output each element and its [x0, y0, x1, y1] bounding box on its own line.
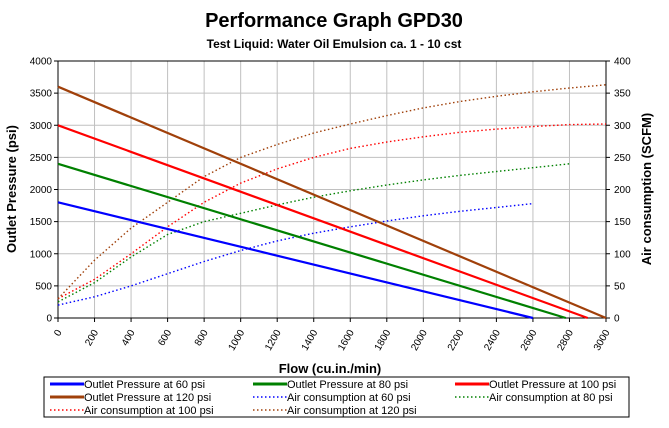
y2-tick-label: 50 — [614, 281, 626, 292]
chart-subtitle: Test Liquid: Water Oil Emulsion ca. 1 - … — [207, 37, 462, 51]
y2-tick-label: 150 — [614, 217, 631, 228]
legend-label-2: Outlet Pressure at 80 psi — [287, 379, 408, 391]
y2-tick-label: 0 — [614, 314, 620, 325]
x-axis-title: Flow (cu.in./min) — [279, 361, 382, 376]
chart-title: Performance Graph GPD30 — [205, 10, 463, 32]
x-tick-labels: 0 200 400 600 800 1000 1200 1400 1600 1800 2000 220… — [52, 318, 613, 353]
legend: Outlet Pressure at 60 psi Outlet Pressure… — [43, 376, 630, 418]
series-line-6 — [57, 163, 570, 303]
x-tick-label: 1800 — [373, 328, 394, 353]
x-tick-label: 0 — [52, 328, 65, 339]
x-tick-label: 1200 — [263, 328, 284, 353]
y2-tick-label: 200 — [614, 185, 631, 196]
legend-label-6: Air consumption at 80 psi — [489, 392, 613, 404]
x-tick-label: 1400 — [300, 328, 321, 353]
x-tick-label: 2000 — [409, 328, 430, 353]
legend-label-5: Air consumption at 60 psi — [287, 392, 411, 404]
series-line-3 — [57, 124, 589, 320]
y2-tick-label: 250 — [614, 153, 631, 164]
y-tick-label: 500 — [35, 281, 52, 292]
x-tick-label: 200 — [83, 328, 101, 348]
series-line-8 — [57, 84, 607, 300]
legend-label-4: Outlet Pressure at 120 psi — [84, 392, 211, 404]
series-line-7 — [57, 123, 607, 300]
series-line-1 — [57, 201, 534, 320]
y2-tick-label: 100 — [614, 249, 631, 260]
x-tick-label: 400 — [120, 328, 138, 348]
legend-label-3: Outlet Pressure at 100 psi — [489, 379, 616, 391]
x-tick-label: 2600 — [519, 328, 540, 353]
y-tick-label: 3500 — [30, 89, 53, 100]
x-tick-label: 1000 — [227, 328, 248, 353]
y-tick-label: 2000 — [30, 185, 53, 196]
y-tick-label: 0 — [46, 314, 52, 325]
y-tick-label: 3000 — [30, 121, 53, 132]
y2-axis-title: Air consumption (SCFM) — [639, 113, 654, 265]
y-tick-label: 1000 — [30, 249, 53, 260]
y-axis-title: Outlet Pressure (psi) — [4, 125, 19, 253]
x-tick-label: 2800 — [555, 328, 576, 353]
x-tick-label: 3000 — [592, 328, 613, 353]
y2-tick-label: 300 — [614, 121, 631, 132]
legend-box — [43, 376, 630, 418]
x-tick-label: 1600 — [336, 328, 357, 353]
y2-tick-labels: 0 50 100 150 200 250 300 350 400 — [606, 57, 631, 325]
legend-label-8: Air consumption at 120 psi — [287, 405, 417, 417]
legend-label-1: Outlet Pressure at 60 psi — [84, 379, 205, 391]
series-line-4 — [57, 85, 607, 320]
x-tick-label: 800 — [193, 328, 211, 348]
y2-tick-label: 400 — [614, 57, 631, 68]
x-tick-label: 2400 — [482, 328, 503, 353]
series-layer — [57, 84, 607, 320]
y-tick-label: 1500 — [30, 217, 53, 228]
x-tick-label: 600 — [156, 328, 174, 348]
y-tick-labels: 0 500 1000 1500 2000 2500 3000 3500 4000 — [30, 57, 58, 325]
x-tick-label: 2200 — [446, 328, 467, 353]
y-tick-label: 4000 — [30, 57, 53, 68]
legend-label-7: Air consumption at 100 psi — [84, 405, 214, 417]
series-line-2 — [57, 162, 567, 320]
y-tick-label: 2500 — [30, 153, 53, 164]
y2-tick-label: 350 — [614, 89, 631, 100]
